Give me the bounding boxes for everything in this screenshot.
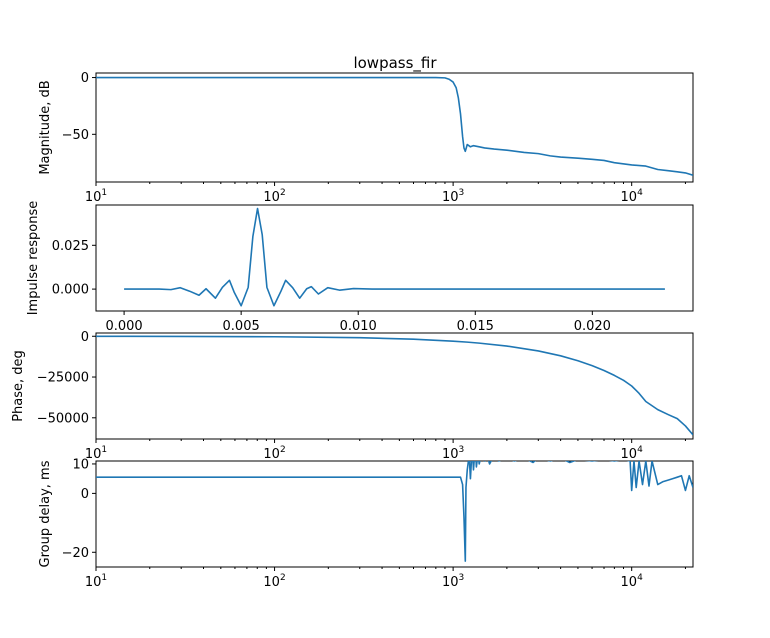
chart-title: lowpass_fir — [353, 54, 437, 73]
x-tick-label: 0.000 — [105, 319, 142, 334]
y-tick-label: 10 — [72, 457, 89, 472]
y-tick-label: 0 — [81, 487, 89, 502]
y-tick-label: 0.025 — [52, 239, 89, 254]
y-tick-label: −25000 — [37, 371, 89, 386]
group-delay-axes: Group delay, ms 101 102 103 104 10 0 −20 — [38, 457, 694, 590]
y-tick-label: 0 — [81, 330, 89, 345]
x-tick-label: 0.010 — [340, 319, 377, 334]
y-tick-label: 0.000 — [52, 283, 89, 298]
x-tick-label: 101 — [85, 573, 107, 590]
x-tick-label: 104 — [621, 445, 644, 462]
x-tick-label: 102 — [263, 445, 285, 462]
phase-ylabel: Phase, deg — [11, 350, 26, 422]
group-delay-ylabel: Group delay, ms — [38, 460, 53, 567]
y-tick-label: −50 — [62, 128, 89, 143]
x-tick-label: 0.020 — [574, 319, 611, 334]
x-tick-label: 104 — [621, 573, 644, 590]
y-tick-label: 0 — [81, 71, 89, 86]
x-tick-label: 102 — [263, 188, 285, 205]
x-tick-label: 103 — [442, 445, 464, 462]
x-tick-label: 104 — [621, 188, 644, 205]
impulse-ylabel: Impulse response — [26, 201, 41, 316]
x-tick-label: 103 — [442, 188, 464, 205]
magnitude-axes: Magnitude, dB 101 102 103 104 0 −50 — [38, 71, 694, 205]
x-tick-label: 103 — [442, 573, 464, 590]
group_delay-line — [96, 461, 693, 562]
x-tick-label: 101 — [85, 188, 107, 205]
impulse-line — [124, 207, 665, 307]
y-tick-label: −50000 — [37, 411, 89, 426]
y-tick-label: −20 — [62, 546, 89, 561]
magnitude-ylabel: Magnitude, dB — [38, 80, 53, 174]
impulse-axes: Impulse response 0.000 0.005 0.010 0.015 0.0… — [26, 201, 694, 334]
magnitude-line — [96, 76, 693, 176]
x-tick-label: 0.005 — [223, 319, 260, 334]
phase-line — [96, 335, 693, 436]
impulse-frame — [95, 204, 694, 312]
phase-frame — [95, 332, 694, 440]
magnitude-frame — [95, 72, 694, 183]
x-tick-label: 0.015 — [457, 319, 494, 334]
x-tick-label: 102 — [263, 573, 285, 590]
group-delay-frame — [95, 460, 694, 568]
